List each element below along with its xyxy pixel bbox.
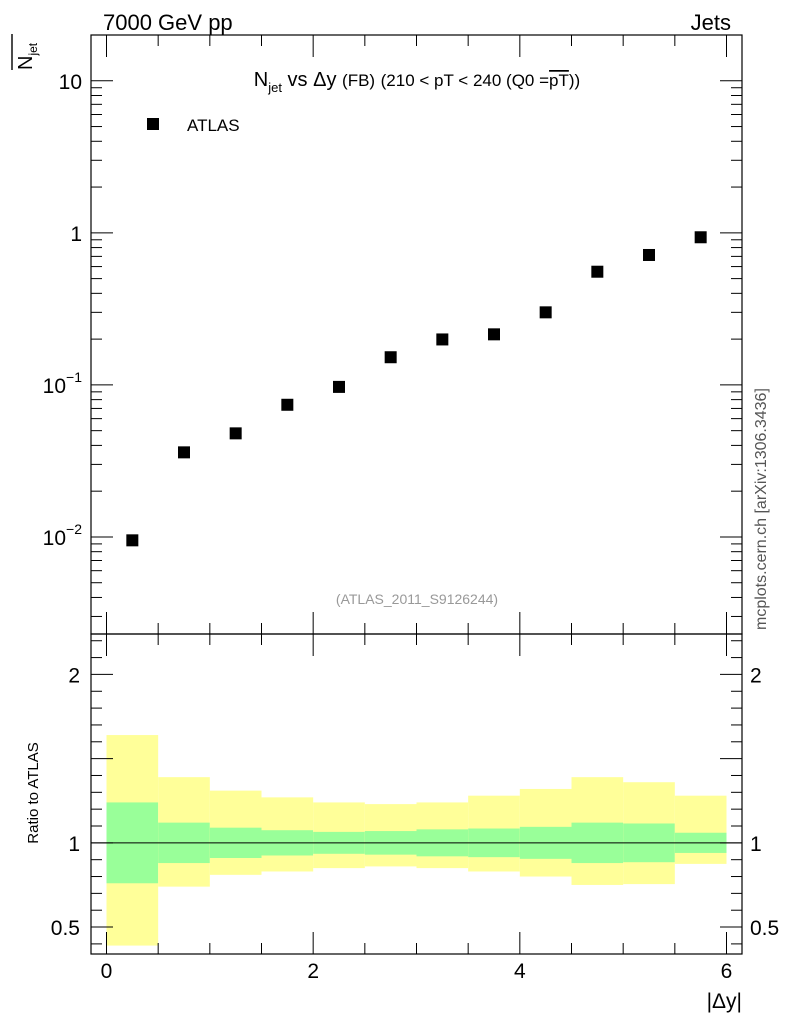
- bottom-y-axis: 0.5 0.5 1 1 2 2: [51, 640, 779, 945]
- uncertainty-bands: [106, 735, 727, 946]
- header-left-label: 7000 GeV pp: [103, 10, 233, 35]
- data-point: [591, 265, 604, 278]
- title-vs: vs: [288, 69, 308, 91]
- title-delta-y: Δy: [313, 69, 336, 91]
- ylabel-n: N: [15, 56, 37, 70]
- top-y-tick-label: 10−2: [43, 521, 83, 550]
- x-tick-label: 0: [101, 960, 113, 983]
- data-point: [488, 328, 500, 341]
- data-point: [126, 534, 139, 547]
- top-y-axis-label: Njet: [11, 34, 40, 70]
- data-point: [229, 427, 242, 440]
- bottom-y-axis-label: Ratio to ATLAS: [25, 742, 42, 843]
- legend: ATLAS: [147, 116, 240, 135]
- bottom-y-tick-label: 0.5: [51, 917, 80, 940]
- data-point: [384, 351, 397, 364]
- top-y-tick-label: 10−1: [43, 369, 83, 398]
- ylabel-subscript: jet: [26, 42, 40, 56]
- data-point: [643, 248, 655, 261]
- data-point: [694, 231, 707, 244]
- x-tick-label: 2: [307, 960, 319, 983]
- title-n-subscript: jet: [267, 80, 282, 95]
- bottom-y-tick-label-right: 1: [750, 833, 762, 856]
- title-range: (210 < pT < 240 (Q0 =: [381, 71, 549, 90]
- title-pt-bar: pT: [549, 71, 569, 90]
- x-tick-label: 6: [721, 960, 733, 983]
- x-axis-label: |Δy|: [707, 990, 742, 1013]
- header-right-label: Jets: [691, 10, 731, 35]
- side-label: mcplots.cern.ch [arXiv:1306.3436]: [753, 388, 770, 630]
- bottom-x-axis: 0 2 4 6: [101, 634, 733, 983]
- bottom-y-tick-label: 2: [68, 664, 80, 687]
- bottom-y-tick-label: 1: [68, 833, 80, 856]
- top-y-tick-label: 1: [70, 223, 82, 246]
- data-point: [436, 333, 449, 346]
- title-n: N: [254, 69, 268, 91]
- legend-label-atlas: ATLAS: [187, 116, 240, 135]
- x-tick-label: 4: [514, 960, 526, 983]
- analysis-watermark: (ATLAS_2011_S9126244): [336, 591, 498, 607]
- outer-band-bin: [674, 795, 727, 864]
- bottom-panel-frame: [90, 633, 743, 955]
- legend-marker-atlas: [147, 118, 159, 130]
- top-y-axis: 10−2 10−1 1 10: [43, 34, 742, 617]
- title-fb: (FB): [342, 71, 375, 90]
- bottom-y-tick-label-right: 2: [750, 664, 762, 687]
- top-chart-title: Njet vs Δy (FB) (210 < pT < 240 (Q0 =pT)…: [254, 69, 580, 95]
- data-point: [333, 380, 345, 393]
- data-point: [281, 398, 294, 411]
- title-close: )): [569, 71, 580, 90]
- data-point: [539, 306, 552, 319]
- top-x-ticks: [106, 35, 727, 634]
- atlas-data-series: [126, 231, 707, 547]
- data-point: [178, 446, 190, 459]
- top-y-tick-label: 10: [59, 71, 82, 94]
- bottom-y-tick-label-right: 0.5: [750, 917, 779, 940]
- svg-text:Njet: Njet: [15, 42, 40, 70]
